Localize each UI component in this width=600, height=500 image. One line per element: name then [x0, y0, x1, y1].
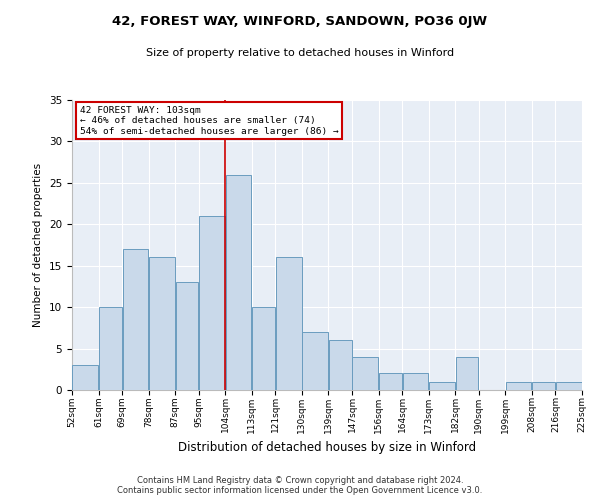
- Bar: [276, 258, 302, 390]
- Bar: [176, 282, 199, 390]
- Bar: [352, 357, 378, 390]
- Text: Contains HM Land Registry data © Crown copyright and database right 2024.
Contai: Contains HM Land Registry data © Crown c…: [118, 476, 482, 495]
- Bar: [403, 374, 428, 390]
- Bar: [73, 365, 98, 390]
- Bar: [532, 382, 555, 390]
- Bar: [429, 382, 455, 390]
- Text: Size of property relative to detached houses in Winford: Size of property relative to detached ho…: [146, 48, 454, 58]
- Bar: [252, 307, 275, 390]
- Y-axis label: Number of detached properties: Number of detached properties: [34, 163, 43, 327]
- Bar: [455, 357, 478, 390]
- Bar: [199, 216, 225, 390]
- Bar: [379, 374, 402, 390]
- Text: 42 FOREST WAY: 103sqm
← 46% of detached houses are smaller (74)
54% of semi-deta: 42 FOREST WAY: 103sqm ← 46% of detached …: [80, 106, 338, 136]
- Bar: [99, 307, 122, 390]
- Bar: [122, 249, 148, 390]
- Text: 42, FOREST WAY, WINFORD, SANDOWN, PO36 0JW: 42, FOREST WAY, WINFORD, SANDOWN, PO36 0…: [112, 15, 488, 28]
- Bar: [149, 258, 175, 390]
- Bar: [506, 382, 532, 390]
- Bar: [556, 382, 581, 390]
- X-axis label: Distribution of detached houses by size in Winford: Distribution of detached houses by size …: [178, 441, 476, 454]
- Bar: [329, 340, 352, 390]
- Bar: [302, 332, 328, 390]
- Bar: [226, 174, 251, 390]
